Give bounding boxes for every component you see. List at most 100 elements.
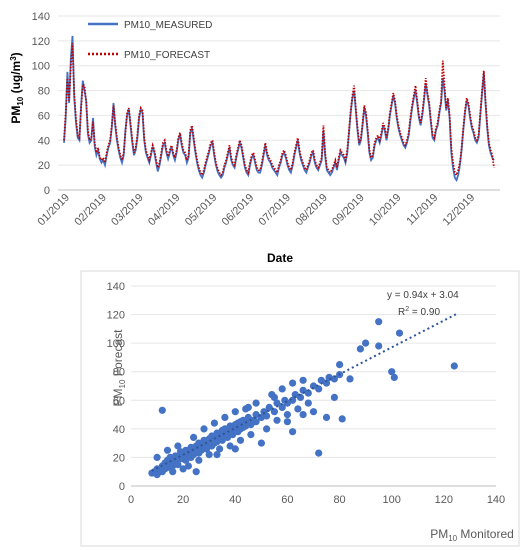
line-chart-x-tick-label: 04/2019 — [146, 192, 183, 229]
line-chart-x-tick-label: 12/2019 — [441, 192, 478, 229]
scatter-point — [273, 416, 281, 424]
scatter-point — [169, 468, 177, 476]
scatter-point — [283, 411, 291, 419]
scatter-point — [375, 318, 383, 326]
scatter-y-tick-label: 20 — [113, 452, 125, 464]
scatter-point — [395, 329, 404, 337]
scatter-point — [273, 399, 281, 407]
trendline-equation: y = 0.94x + 3.04 — [387, 290, 459, 301]
scatter-x-tick-label: 80 — [333, 494, 345, 506]
scatter-point — [216, 445, 224, 453]
scatter-point — [289, 379, 297, 387]
scatter-point — [362, 339, 370, 347]
line-chart-y-tick-label: 40 — [38, 135, 50, 147]
scatter-point — [294, 405, 302, 413]
scatter-y-tick-label: 40 — [113, 424, 125, 436]
line-chart-x-tick-label: 09/2019 — [330, 192, 367, 229]
scatter-point — [289, 428, 297, 436]
scatter-point — [304, 399, 312, 407]
scatter-point — [283, 418, 291, 426]
scatter-point — [163, 446, 172, 454]
scatter-chart-y-ticks: 0 20 40 60 80 100 120 140 — [107, 281, 125, 493]
scatter-y-tick-label: 140 — [107, 281, 125, 293]
scatter-point — [278, 403, 286, 411]
scatter-point — [388, 368, 396, 376]
scatter-x-tick-label: 20 — [177, 494, 189, 506]
scatter-point — [221, 413, 229, 421]
line-chart-x-tick-label: 05/2019 — [183, 192, 220, 229]
scatter-point — [299, 411, 307, 419]
scatter-point — [346, 375, 354, 383]
scatter-point — [210, 419, 218, 427]
scatter-point — [257, 439, 265, 447]
scatter-point — [330, 375, 338, 383]
scatter-point — [226, 442, 234, 450]
scatter-point — [153, 453, 161, 461]
scatter-y-tick-label: 100 — [107, 338, 125, 350]
scatter-x-tick-label: 120 — [435, 494, 453, 506]
scatter-point — [375, 342, 383, 350]
scatter-x-tick-label: 40 — [229, 494, 241, 506]
scatter-point — [263, 412, 271, 420]
line-chart-y-axis-title: PM10 (ug/m3) — [9, 52, 25, 123]
scatter-x-tick-label: 140 — [487, 494, 505, 506]
scatter-point — [336, 361, 344, 369]
line-chart-grid — [58, 15, 500, 191]
line-chart-x-ticks: 01/2019 02/2019 03/2019 04/2019 05/2019 06/20… — [36, 192, 478, 229]
trendline-r-squared: R2 = 0.90 — [398, 306, 440, 318]
scatter-point — [265, 403, 273, 411]
scatter-y-tick-label: 80 — [113, 367, 125, 379]
scatter-chart-x-ticks: 0 20 40 60 80 100 120 140 — [128, 494, 505, 506]
scatter-y-tick-label: 0 — [119, 481, 125, 493]
scatter-point — [299, 376, 307, 384]
scatter-point — [309, 408, 318, 416]
line-chart-x-tick-label: 03/2019 — [109, 192, 146, 229]
scatter-y-axis-title: PM10 Forecast — [111, 329, 127, 407]
line-chart-y-tick-label: 80 — [38, 86, 50, 98]
line-chart-series — [63, 35, 495, 183]
scatter-x-tick-label: 60 — [281, 494, 293, 506]
scatter-point — [304, 389, 312, 397]
scatter-point — [184, 462, 192, 470]
line-chart-legend: PM10_MEASURED PM10_FORECAST — [88, 20, 212, 61]
scatter-chart-points — [148, 318, 458, 479]
line-chart-y-tick-label: 140 — [32, 11, 50, 23]
scatter-point — [192, 468, 200, 476]
legend-measured-label: PM10_MEASURED — [124, 20, 212, 31]
line-chart-x-tick-label: 07/2019 — [257, 192, 294, 229]
scatter-point — [174, 461, 182, 469]
scatter-point — [268, 391, 276, 399]
line-chart-y-tick-label: 0 — [44, 185, 50, 197]
scatter-trendline — [151, 312, 458, 472]
scatter-point — [236, 436, 245, 444]
line-chart-x-tick-label: 11/2019 — [404, 192, 440, 228]
scatter-point — [450, 362, 458, 370]
scatter-point — [270, 408, 278, 416]
scatter-point — [263, 425, 271, 433]
scatter-point — [322, 413, 331, 421]
line-chart-y-tick-label: 20 — [38, 160, 50, 172]
line-chart-y-ticks: 0 20 40 60 80 100 120 140 — [32, 11, 50, 197]
scatter-x-tick-label: 0 — [128, 494, 134, 506]
scatter-point — [278, 385, 286, 393]
y-title-subscript: 10 — [16, 96, 25, 105]
line-chart-x-axis-title: Date — [267, 251, 293, 265]
scatter-point — [315, 385, 323, 393]
scatter-point — [247, 431, 255, 439]
scatter-point — [252, 411, 260, 419]
scatter-x-axis-title: PM10 Monitored — [430, 527, 514, 543]
scatter-point — [322, 379, 331, 387]
line-chart-x-tick-label: 06/2019 — [220, 192, 257, 229]
scatter-point — [338, 415, 346, 423]
scatter-point — [252, 418, 260, 426]
scatter-point — [315, 449, 323, 457]
scatter-point — [200, 425, 208, 433]
line-chart: 0 20 40 60 80 100 120 140 01/2019 02/2019 03/2019… — [9, 11, 500, 265]
scatter-x-tick-label: 100 — [383, 494, 401, 506]
scatter-point — [330, 393, 338, 401]
series-line-forecast — [63, 43, 495, 178]
scatter-point — [242, 405, 250, 413]
scatter-point — [190, 433, 198, 441]
scatter-y-tick-label: 60 — [113, 395, 125, 407]
